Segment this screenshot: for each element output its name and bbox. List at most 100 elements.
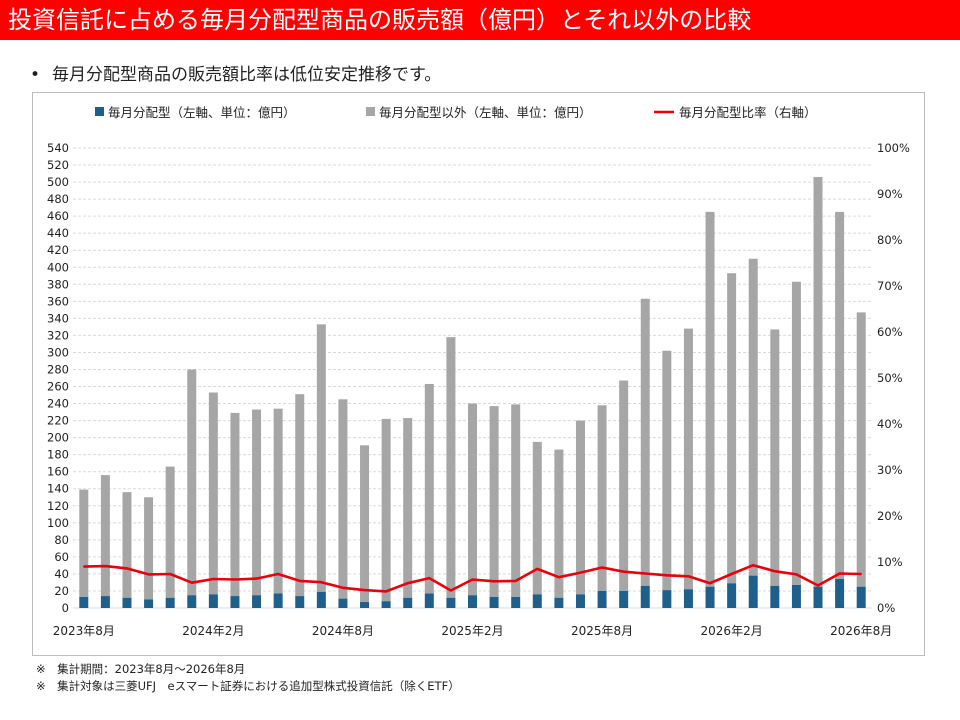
ratio-point bbox=[450, 589, 452, 592]
bar-monthly bbox=[230, 596, 240, 608]
ratio-point bbox=[666, 574, 668, 577]
ratio-point bbox=[406, 582, 409, 584]
bar-other bbox=[446, 337, 456, 598]
y-right-tick-label: 90% bbox=[877, 187, 903, 201]
bar-monthly bbox=[835, 579, 845, 608]
bar-other bbox=[813, 176, 823, 587]
y-left-tick-label: 520 bbox=[47, 158, 69, 172]
y-left-tick-label: 140 bbox=[47, 482, 69, 496]
bar-other bbox=[835, 211, 845, 580]
y-left-tick-label: 420 bbox=[47, 243, 69, 257]
bar-other bbox=[489, 406, 499, 597]
ratio-point bbox=[838, 572, 841, 575]
ratio-point bbox=[795, 573, 798, 576]
ratio-point bbox=[255, 577, 258, 580]
y-left-tick-label: 200 bbox=[47, 431, 69, 445]
ratio-point bbox=[147, 573, 150, 576]
bar-other bbox=[165, 466, 175, 598]
ratio-point bbox=[126, 567, 128, 570]
chart-frame: 0 20 40 60 80 100 120 140 160 180 200 220 240 260 280 3… bbox=[32, 92, 925, 656]
bullet-marker: • bbox=[30, 65, 41, 85]
bar-monthly bbox=[856, 586, 866, 608]
ratio-point bbox=[860, 573, 863, 575]
bar-monthly bbox=[791, 585, 801, 608]
bar-other bbox=[791, 281, 801, 585]
y-left-tick-label: 360 bbox=[47, 294, 69, 308]
y-right-tick-label: 70% bbox=[877, 279, 903, 293]
bar-other bbox=[662, 350, 672, 591]
y-right-tick-label: 40% bbox=[877, 417, 903, 431]
bar-monthly bbox=[813, 586, 823, 608]
y-left-tick-label: 40 bbox=[54, 567, 69, 581]
ratio-point bbox=[579, 571, 582, 574]
bar-other bbox=[748, 258, 758, 576]
x-tick-label: 2026年2月 bbox=[701, 624, 763, 638]
bar-monthly bbox=[338, 598, 348, 608]
bar-other bbox=[187, 369, 197, 596]
ratio-point bbox=[385, 590, 387, 593]
y-left-tick-label: 240 bbox=[47, 397, 69, 411]
ratio-point bbox=[298, 580, 301, 582]
bar-monthly bbox=[403, 597, 413, 608]
note-scope: ※ 集計対象は三菱UFJ eスマート証券における追加型株式投資信託（除くETF） bbox=[36, 679, 460, 693]
ratio-point bbox=[277, 573, 279, 575]
x-tick-label: 2025年2月 bbox=[441, 624, 503, 638]
bar-monthly bbox=[597, 590, 607, 608]
ratio-point bbox=[104, 565, 107, 567]
ratio-point bbox=[493, 580, 495, 583]
y-left-tick-label: 340 bbox=[47, 311, 69, 325]
bar-monthly bbox=[360, 602, 370, 608]
bar-other bbox=[208, 392, 218, 595]
bar-monthly bbox=[619, 590, 629, 608]
bar-monthly bbox=[662, 590, 672, 608]
x-tick-label: 2026年8月 bbox=[830, 624, 892, 638]
y-left-tick-label: 380 bbox=[47, 277, 69, 291]
bar-other bbox=[683, 328, 693, 590]
y-left-tick-label: 540 bbox=[47, 141, 69, 155]
ratio-point bbox=[709, 582, 711, 584]
ratio-point bbox=[601, 566, 603, 569]
y-right-tick-label: 80% bbox=[877, 233, 903, 247]
y-right-tick-label: 30% bbox=[877, 463, 903, 477]
bar-monthly bbox=[165, 597, 175, 608]
note-period: ※ 集計期間：2023年8月～2026年8月 bbox=[36, 662, 246, 676]
ratio-point bbox=[558, 576, 560, 578]
summary-bullet: • 毎月分配型商品の販売額比率は低位安定推移です。 bbox=[30, 60, 441, 85]
legend-label: 毎月分配型以外（左軸、単位：億円） bbox=[379, 105, 592, 120]
bar-monthly bbox=[424, 593, 434, 608]
bar-monthly bbox=[554, 597, 564, 608]
bar-other bbox=[316, 324, 326, 592]
summary-text: 毎月分配型商品の販売額比率は低位安定推移です。 bbox=[52, 65, 442, 85]
bar-other bbox=[575, 420, 585, 595]
ratio-point bbox=[817, 584, 819, 587]
bar-monthly bbox=[208, 594, 218, 608]
bar-other bbox=[619, 380, 629, 591]
ratio-point bbox=[169, 573, 171, 575]
bar-monthly bbox=[187, 595, 197, 608]
y-left-tick-label: 460 bbox=[47, 209, 69, 223]
ratio-point bbox=[234, 578, 236, 581]
bar-other bbox=[424, 383, 434, 594]
ratio-point bbox=[514, 580, 517, 582]
bar-monthly bbox=[511, 596, 521, 608]
ratio-point bbox=[644, 572, 647, 575]
y-left-tick-label: 320 bbox=[47, 328, 69, 342]
y-left-tick-label: 500 bbox=[47, 175, 69, 189]
y-left-tick-label: 80 bbox=[54, 533, 69, 547]
y-left-tick-label: 300 bbox=[47, 345, 69, 359]
x-tick-label: 2024年2月 bbox=[182, 624, 244, 638]
y-left-tick-label: 400 bbox=[47, 260, 69, 274]
ratio-point bbox=[320, 581, 323, 584]
ratio-point bbox=[212, 578, 215, 580]
bar-monthly bbox=[316, 591, 326, 608]
bar-monthly bbox=[79, 596, 89, 608]
legend-label: 毎月分配型（左軸、単位：億円） bbox=[108, 105, 296, 120]
legend-swatch bbox=[95, 107, 104, 116]
ratio-point bbox=[687, 575, 690, 578]
x-tick-label: 2024年8月 bbox=[312, 624, 374, 638]
y-left-tick-label: 440 bbox=[47, 226, 69, 240]
y-left-tick-label: 280 bbox=[47, 362, 69, 376]
y-left-tick-label: 120 bbox=[47, 499, 69, 513]
bar-monthly bbox=[122, 597, 132, 608]
bar-monthly bbox=[489, 596, 499, 608]
